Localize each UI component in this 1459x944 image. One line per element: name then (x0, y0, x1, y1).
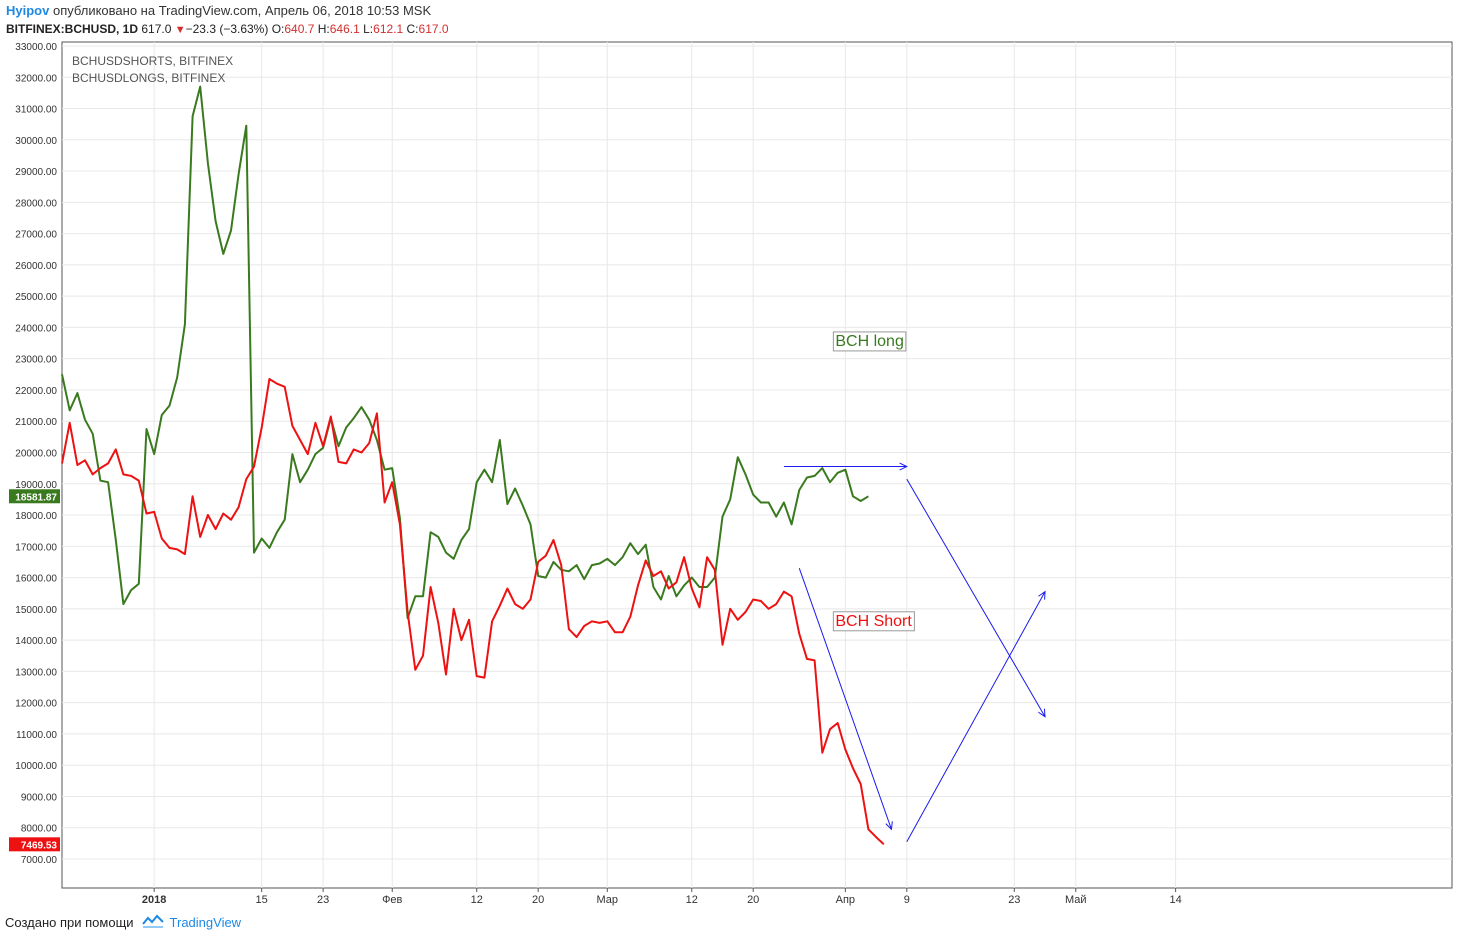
y-tick-label: 23000.00 (15, 355, 57, 366)
last-value-tag (9, 489, 60, 504)
legend: BCHUSDSHORTS, BITFINEX BCHUSDLONGS, BITF… (72, 54, 233, 85)
y-tick-label: 20000.00 (15, 448, 57, 459)
high-label: H: (317, 22, 330, 36)
x-tick-label: 12 (686, 894, 698, 906)
y-tick-label: 27000.00 (15, 230, 57, 241)
last-value-label: 7469.53 (21, 840, 58, 851)
y-tick-label: 26000.00 (15, 261, 57, 272)
tradingview-link[interactable]: TradingView (169, 915, 242, 930)
x-tick-label: Апр (836, 894, 855, 906)
x-tick-label: 23 (317, 894, 329, 906)
legend-item-longs: BCHUSDLONGS, BITFINEX (72, 71, 225, 85)
symbol-info: BITFINEX:BCHUSD, 1D 617.0 ▼−23.3 (−3.63%… (6, 22, 449, 36)
y-tick-label: 28000.00 (15, 198, 57, 209)
published-text: опубликовано на TradingView.com, Апрель … (52, 3, 432, 18)
y-tick-label: 15000.00 (15, 605, 57, 616)
y-tick-label: 8000.00 (21, 824, 58, 835)
y-tick-label: 19000.00 (15, 480, 57, 491)
plot-frame (61, 41, 1453, 889)
series-line (61, 85, 869, 620)
low-label: L: (363, 22, 374, 36)
open-value: 640.7 (284, 22, 315, 36)
created-with-text: Создано при помощи (5, 915, 134, 930)
arrow-head (1038, 708, 1046, 718)
y-tick-label: 32000.00 (15, 73, 57, 84)
x-tick-label: Май (1065, 894, 1087, 906)
y-tick-label: 21000.00 (15, 417, 57, 428)
x-tick-label: 14 (1169, 894, 1181, 906)
y-tick-label: 17000.00 (15, 542, 57, 553)
x-tick-label: 9 (904, 894, 910, 906)
annotation-label: BCH Short (835, 613, 912, 630)
y-tick-label: 12000.00 (15, 699, 57, 710)
x-tick-label: 2018 (142, 894, 166, 906)
annotation-box (832, 611, 915, 632)
x-tick-label: Фев (382, 894, 402, 906)
open-label: O: (271, 22, 285, 36)
x-tick-label: 15 (256, 894, 268, 906)
annotation-label: BCH long (835, 333, 903, 350)
y-tick-label: 24000.00 (15, 323, 57, 334)
grid (62, 42, 1452, 888)
y-tick-label: 33000.00 (15, 42, 57, 53)
arrow-head (1038, 590, 1046, 600)
price-tags: 18581.87 7469.53 (9, 489, 60, 852)
y-tick-label: 18000.00 (15, 511, 57, 522)
y-tick-label: 13000.00 (15, 667, 57, 678)
y-tick-label: 9000.00 (21, 792, 58, 803)
x-axis: 2018 15 23 Фев 12 20 Мар 12 20 Апр 9 23 Май 14 (142, 888, 1182, 906)
series-line (61, 378, 885, 846)
last-value-label: 18581.87 (15, 492, 57, 503)
arrow-line (906, 478, 1046, 717)
ticker: BITFINEX:BCHUSD, 1D (6, 22, 139, 36)
x-tick-label: 23 (1008, 894, 1020, 906)
y-tick-label: 30000.00 (15, 136, 57, 147)
price-change: −23.3 (−3.63%) (185, 22, 269, 36)
y-tick-label: 11000.00 (16, 730, 57, 741)
footer: Создано при помощи TradingView (5, 914, 241, 931)
tradingview-logo-icon (141, 914, 164, 931)
x-tick-label: Мар (597, 894, 619, 906)
close-label: C: (406, 22, 419, 36)
y-tick-label: 22000.00 (15, 386, 57, 397)
down-arrow-icon: ▼ (174, 24, 186, 36)
arrow-head (885, 821, 893, 831)
x-tick-label: 12 (471, 894, 483, 906)
last-value-tag (9, 837, 60, 852)
y-tick-label: 29000.00 (15, 167, 57, 178)
x-tick-label: 20 (532, 894, 544, 906)
arrow-line (906, 591, 1046, 843)
legend-item-shorts: BCHUSDSHORTS, BITFINEX (72, 54, 233, 68)
y-tick-label: 31000.00 (15, 105, 57, 116)
arrow-line (798, 568, 892, 830)
low-value: 612.1 (373, 22, 404, 36)
y-tick-label: 7000.00 (21, 855, 58, 866)
y-tick-label: 16000.00 (15, 574, 57, 585)
drawn-arrows (783, 462, 1046, 843)
close-value: 617.0 (418, 22, 449, 36)
author-link[interactable]: Hyipov (6, 3, 50, 18)
high-value: 646.1 (329, 22, 360, 36)
series-lines (61, 85, 885, 846)
annotations: BCH long BCH Short (832, 331, 915, 632)
y-axis: 7000.00 8000.00 9000.00 10000.00 11000.00 120… (15, 42, 57, 866)
annotation-box (832, 331, 907, 352)
y-tick-label: 25000.00 (15, 292, 57, 303)
arrow-head (899, 462, 908, 471)
last-price: 617.0 (141, 22, 172, 36)
y-tick-label: 10000.00 (15, 761, 57, 772)
y-tick-label: 14000.00 (15, 636, 57, 647)
publish-header: Hyipov опубликовано на TradingView.com, … (6, 3, 431, 18)
x-tick-label: 20 (747, 894, 759, 906)
